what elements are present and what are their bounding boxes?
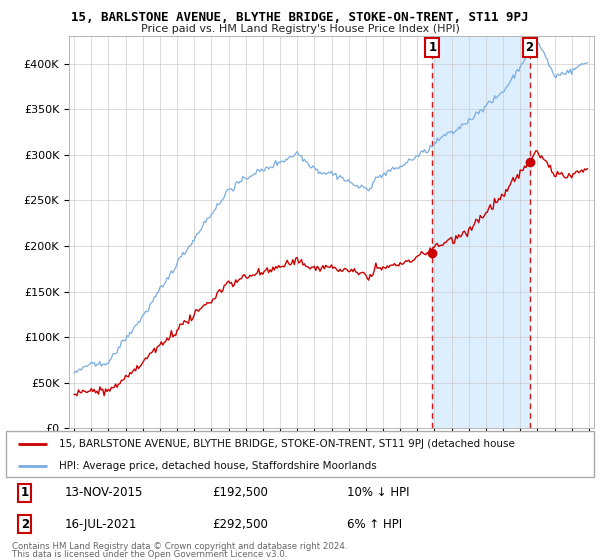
Text: This data is licensed under the Open Government Licence v3.0.: This data is licensed under the Open Gov… [12,550,287,559]
Text: Price paid vs. HM Land Registry's House Price Index (HPI): Price paid vs. HM Land Registry's House … [140,24,460,34]
Text: 10% ↓ HPI: 10% ↓ HPI [347,486,410,500]
Text: Contains HM Land Registry data © Crown copyright and database right 2024.: Contains HM Land Registry data © Crown c… [12,542,347,550]
FancyBboxPatch shape [6,431,594,477]
Text: 16-JUL-2021: 16-JUL-2021 [65,517,137,531]
Text: 1: 1 [21,486,29,500]
Text: 15, BARLSTONE AVENUE, BLYTHE BRIDGE, STOKE-ON-TRENT, ST11 9PJ (detached house: 15, BARLSTONE AVENUE, BLYTHE BRIDGE, STO… [59,439,515,449]
Text: 1: 1 [428,41,436,54]
Text: 13-NOV-2015: 13-NOV-2015 [65,486,143,500]
Text: 2: 2 [526,41,533,54]
Text: 2: 2 [21,517,29,531]
Text: £192,500: £192,500 [212,486,268,500]
Text: HPI: Average price, detached house, Staffordshire Moorlands: HPI: Average price, detached house, Staf… [59,461,377,470]
Bar [432,36,530,428]
Text: 6% ↑ HPI: 6% ↑ HPI [347,517,402,531]
Text: £292,500: £292,500 [212,517,268,531]
Text: 15, BARLSTONE AVENUE, BLYTHE BRIDGE, STOKE-ON-TRENT, ST11 9PJ: 15, BARLSTONE AVENUE, BLYTHE BRIDGE, STO… [71,11,529,24]
